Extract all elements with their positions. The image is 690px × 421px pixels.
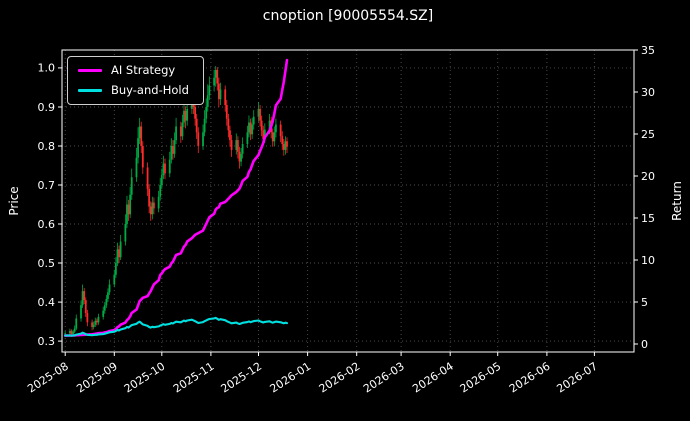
svg-text:0.9: 0.9	[38, 101, 56, 114]
chart-title: cnoption [90005554.SZ]	[262, 8, 434, 24]
svg-text:2026-05: 2026-05	[458, 360, 504, 396]
svg-text:2025-09: 2025-09	[74, 360, 120, 396]
ai-strategy-line-swatch	[78, 69, 102, 73]
svg-text:0.4: 0.4	[38, 296, 56, 309]
svg-text:0.3: 0.3	[38, 335, 56, 348]
legend: AI Strategy Buy-and-Hold	[67, 56, 204, 105]
svg-text:2026-06: 2026-06	[507, 360, 553, 396]
svg-text:1.0: 1.0	[38, 62, 56, 75]
buy-and-hold-line-swatch	[78, 88, 102, 92]
svg-text:15: 15	[641, 212, 655, 225]
svg-text:0.6: 0.6	[38, 218, 56, 231]
svg-text:2026-07: 2026-07	[554, 360, 600, 396]
svg-text:0: 0	[641, 338, 648, 351]
svg-text:2026-02: 2026-02	[317, 360, 363, 396]
svg-text:0.8: 0.8	[38, 140, 56, 153]
svg-text:2025-08: 2025-08	[25, 360, 71, 396]
svg-text:2026-03: 2026-03	[361, 360, 407, 396]
svg-text:2026-01: 2026-01	[268, 360, 314, 396]
svg-text:0.7: 0.7	[38, 179, 56, 192]
svg-text:5: 5	[641, 296, 648, 309]
svg-text:10: 10	[641, 254, 655, 267]
svg-text:35: 35	[641, 44, 655, 57]
svg-text:2026-04: 2026-04	[410, 360, 456, 396]
svg-text:0.5: 0.5	[38, 257, 56, 270]
svg-text:25: 25	[641, 128, 655, 141]
svg-text:30: 30	[641, 86, 655, 99]
svg-text:2025-12: 2025-12	[219, 360, 265, 396]
legend-label-ai-strategy: AI Strategy	[111, 63, 176, 77]
svg-text:20: 20	[641, 170, 655, 183]
svg-text:2025-11: 2025-11	[171, 360, 217, 396]
legend-item-ai-strategy: AI Strategy	[78, 63, 189, 77]
legend-label-buy-and-hold: Buy-and-Hold	[111, 82, 189, 97]
legend-item-buy-and-hold: Buy-and-Hold	[78, 82, 189, 97]
svg-text:2025-10: 2025-10	[122, 360, 168, 396]
